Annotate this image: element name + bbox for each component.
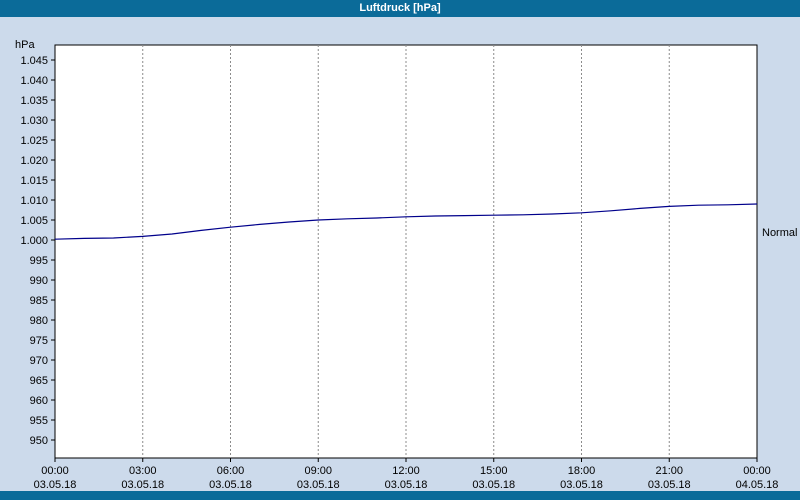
- x-tick-time-label: 12:00: [392, 465, 420, 477]
- y-tick-label: 1.040: [20, 75, 48, 87]
- pressure-line: [54, 203, 758, 240]
- x-tick-date-label: 03.05.18: [472, 479, 515, 491]
- x-tick-date-label: 03.05.18: [297, 479, 340, 491]
- x-tick-date-label: 03.05.18: [560, 479, 603, 491]
- y-tick-label: 970: [30, 355, 48, 367]
- x-tick-time-label: 03:00: [129, 465, 157, 477]
- y-tick-label: 965: [30, 375, 48, 387]
- y-tick-label: 1.025: [20, 135, 48, 147]
- y-tick-label: 950: [30, 435, 48, 447]
- y-tick-label: 1.045: [20, 55, 48, 67]
- x-tick-time-label: 09:00: [304, 465, 332, 477]
- normal-pressure-label: Normal: [762, 227, 797, 239]
- x-tick-date-label: 03.05.18: [121, 479, 164, 491]
- y-tick-label: 980: [30, 315, 48, 327]
- x-tick-time-label: 00:00: [743, 465, 771, 477]
- x-tick-time-label: 21:00: [655, 465, 683, 477]
- y-axis-unit-label: hPa: [15, 39, 35, 51]
- x-tick-time-label: 18:00: [568, 465, 596, 477]
- x-tick-date-label: 03.05.18: [385, 479, 428, 491]
- x-tick-date-label: 03.05.18: [648, 479, 691, 491]
- y-tick-label: 1.005: [20, 215, 48, 227]
- x-tick-time-label: 00:00: [41, 465, 69, 477]
- y-tick-label: 960: [30, 395, 48, 407]
- x-tick-date-label: 04.05.18: [736, 479, 779, 491]
- x-tick-time-label: 15:00: [480, 465, 508, 477]
- x-tick-date-label: 03.05.18: [209, 479, 252, 491]
- y-tick-label: 1.030: [20, 115, 48, 127]
- bottom-bar: [0, 491, 800, 500]
- y-tick-label: 1.035: [20, 95, 48, 107]
- y-tick-label: 995: [30, 255, 48, 267]
- y-tick-label: 975: [30, 335, 48, 347]
- title-bar: Luftdruck [hPa]: [0, 0, 800, 17]
- x-tick-time-label: 06:00: [217, 465, 245, 477]
- y-tick-label: 1.020: [20, 155, 48, 167]
- y-tick-label: 990: [30, 275, 48, 287]
- x-tick-date-label: 03.05.18: [34, 479, 77, 491]
- y-tick-label: 1.010: [20, 195, 48, 207]
- y-tick-label: 985: [30, 295, 48, 307]
- window-title: Luftdruck [hPa]: [359, 2, 441, 14]
- y-tick-label: 1.000: [20, 235, 48, 247]
- y-tick-label: 1.015: [20, 175, 48, 187]
- y-tick-label: 955: [30, 415, 48, 427]
